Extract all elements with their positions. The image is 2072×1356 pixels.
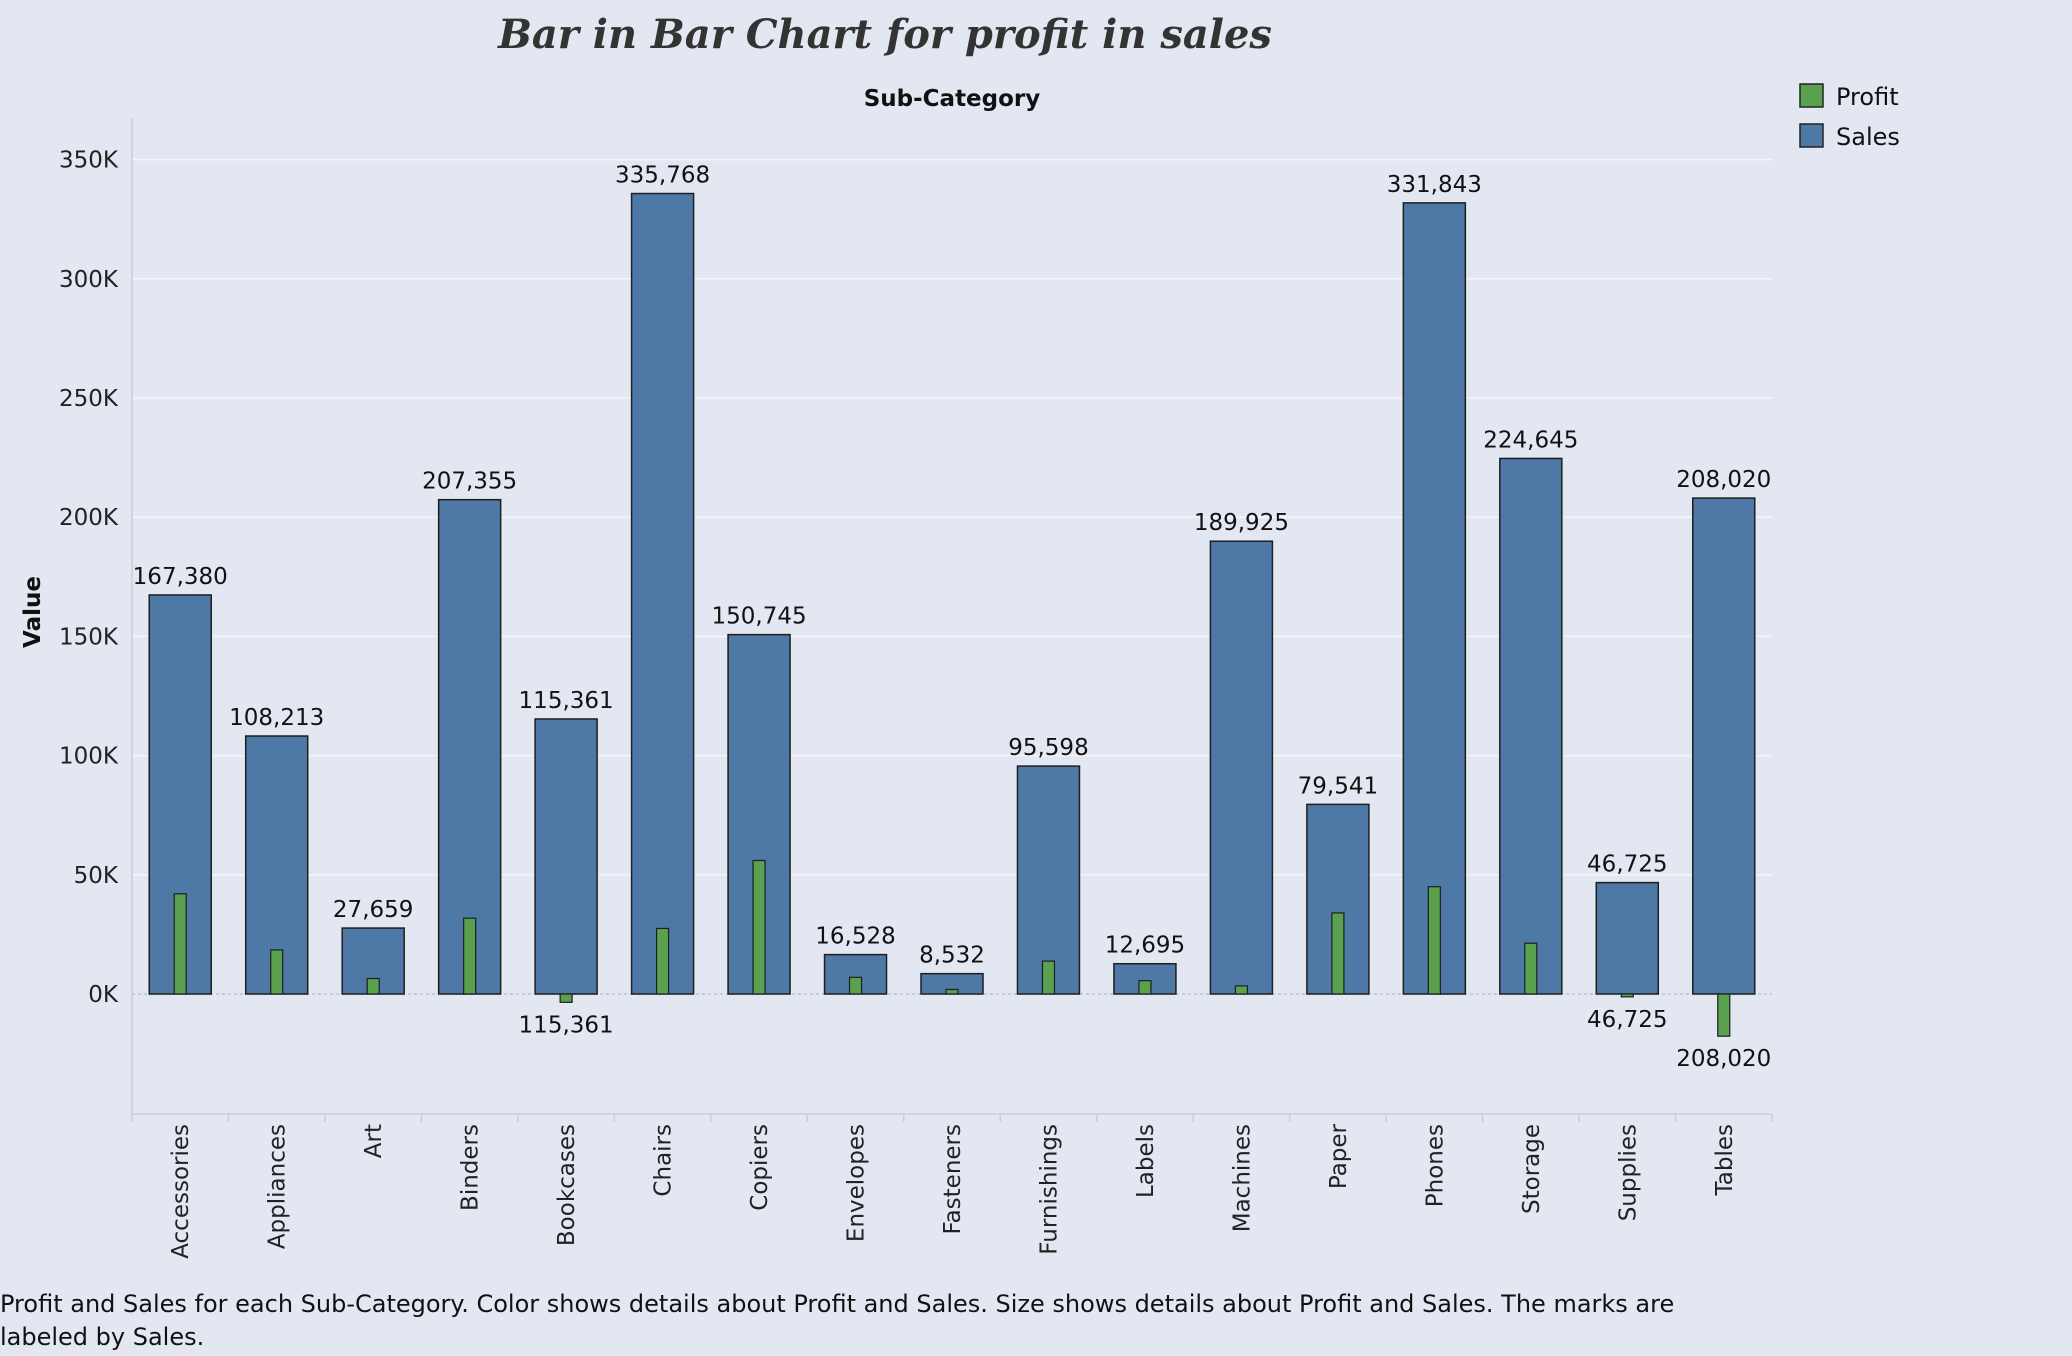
sales-bar (1209, 540, 1274, 995)
y-tick-label: 50K (74, 863, 119, 889)
profit-bar (1620, 993, 1634, 998)
legend-swatch-profit (1799, 83, 1824, 108)
category-label: Copiers (747, 1124, 773, 1211)
sales-bar (1595, 881, 1660, 995)
category-label: Furnishings (1036, 1124, 1062, 1255)
profit-bar (270, 949, 284, 995)
profit-bar (945, 988, 959, 995)
y-tick-label: 150K (59, 624, 119, 650)
category-label: Storage (1519, 1124, 1545, 1214)
category-label: Machines (1229, 1124, 1255, 1232)
category-label: Bookcases (554, 1124, 580, 1246)
sales-value-label: 208,020 (1676, 467, 1771, 493)
category-label: Binders (458, 1124, 484, 1211)
profit-bar (1717, 993, 1731, 1037)
y-tick-label: 250K (59, 386, 119, 412)
sales-bar (534, 718, 598, 995)
gridlines (132, 158, 1772, 995)
sales-bar (1016, 765, 1081, 995)
sales-value-label: 12,695 (1105, 933, 1185, 959)
sales-value-label: 108,213 (229, 705, 324, 731)
sales-value-label: 189,925 (1194, 510, 1289, 536)
profit-bar (1041, 960, 1056, 995)
chart-caption: Profit and Sales for each Sub-Category. … (0, 1290, 1675, 1351)
category-label: Paper (1326, 1123, 1352, 1189)
chart-title: Bar in Bar Chart for profit in sales (497, 11, 1272, 58)
y-tick-label: 350K (59, 148, 119, 174)
sales-value-label: 167,380 (133, 564, 228, 590)
profit-bar (1234, 985, 1249, 995)
bars (148, 192, 1756, 1037)
y-tick-label: 200K (59, 505, 119, 531)
profit-bar (463, 917, 477, 995)
category-label: Tables (1712, 1124, 1738, 1196)
sales-value-label: 46,725 (1587, 852, 1667, 878)
profit-bar (173, 893, 187, 995)
sales-bar (1499, 457, 1563, 995)
sales-value-label: 207,355 (422, 469, 517, 495)
sales-value-label: 115,361 (519, 688, 614, 714)
category-label: Fasteners (940, 1124, 966, 1235)
profit-bar (366, 977, 380, 995)
y-axis-label: Value (20, 576, 46, 648)
y-tick-label: 100K (59, 744, 119, 770)
profit-bar (1524, 942, 1538, 995)
profit-bar (1138, 980, 1152, 995)
profit-bar (752, 859, 766, 995)
category-label: Art (361, 1124, 387, 1158)
category-label: Appliances (265, 1124, 291, 1249)
legend-label-sales: Sales (1836, 123, 1900, 151)
sales-bar (437, 498, 502, 995)
category-label: Labels (1133, 1124, 1159, 1198)
category-label: Supplies (1615, 1124, 1641, 1221)
category-label: Envelopes (844, 1124, 870, 1242)
sales-bar (1692, 497, 1756, 995)
sales-value-label: 331,843 (1387, 172, 1482, 198)
sales-bar (1402, 202, 1467, 995)
legend-swatch-sales (1799, 123, 1824, 148)
sales-value-label: 150,745 (711, 604, 806, 630)
profit-bar (848, 976, 863, 995)
legend: Profit Sales (1799, 83, 1900, 151)
sales-value-label: 335,768 (615, 163, 710, 189)
profit-value-label: 208,020 (1676, 1046, 1771, 1072)
axes: 0K 50K 100K 150K 200K 250K 300K 350K Accessories… (59, 118, 1773, 1259)
legend-label-profit: Profit (1836, 83, 1899, 111)
category-label: Chairs (651, 1124, 677, 1197)
column-header: Sub-Category (864, 86, 1041, 112)
profit-bar (655, 927, 670, 995)
sales-bar (630, 192, 695, 995)
y-tick-label: 300K (59, 267, 119, 293)
profit-value-label: 115,361 (519, 1012, 614, 1038)
profit-bar (1331, 912, 1345, 995)
sales-value-label: 95,598 (1008, 735, 1088, 761)
y-tick-label: 0K (88, 982, 119, 1008)
profit-value-label: 46,725 (1587, 1007, 1667, 1033)
data-labels: 167,380 108,213 27,659 207,355 115,361 115,36… (133, 163, 1772, 1073)
sales-value-label: 16,528 (815, 924, 895, 950)
sales-value-label: 224,645 (1483, 427, 1578, 453)
sales-value-label: 8,532 (919, 943, 985, 969)
sales-value-label: 79,541 (1298, 773, 1378, 799)
sales-value-label: 27,659 (333, 897, 413, 923)
profit-bar (1427, 886, 1441, 995)
profit-bar (559, 993, 573, 1003)
category-label: Accessories (168, 1124, 194, 1259)
category-label: Phones (1422, 1124, 1448, 1207)
